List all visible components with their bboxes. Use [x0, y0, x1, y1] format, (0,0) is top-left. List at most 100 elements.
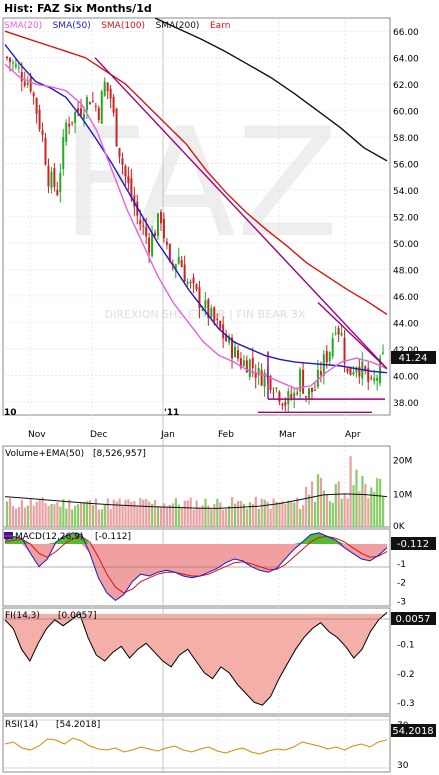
candle-body: [352, 372, 355, 375]
sma50-line: [4, 44, 388, 374]
volume-bar: [352, 485, 355, 527]
candle-body: [94, 105, 97, 107]
volume-bar: [364, 483, 367, 527]
price-tick-label: 62.00: [393, 81, 419, 91]
trend-lines: [94, 57, 388, 414]
legend-item-1: SMA(50): [53, 21, 91, 31]
candle-body: [32, 92, 35, 97]
x-tick-label: Mar: [279, 430, 296, 440]
volume-bar: [328, 501, 331, 527]
volume-bar: [198, 507, 201, 527]
volume-bar: [213, 503, 216, 527]
candle-body: [130, 178, 133, 198]
price-tick-label: 54.00: [393, 187, 419, 197]
macd-tick-label: -1: [397, 560, 406, 570]
legend-item-3: SMA(200): [156, 21, 200, 31]
volume-bar: [331, 503, 334, 527]
candle-body: [213, 307, 216, 322]
volume-bar: [287, 500, 290, 527]
candle-body: [313, 389, 316, 391]
candle-body: [68, 123, 71, 127]
volume-bar: [207, 505, 210, 527]
fi-label: FI(14,3): [5, 611, 40, 621]
rsi-label: RSI(14): [5, 720, 38, 730]
volume-bar: [355, 469, 358, 527]
rsi-tick-label: 30: [397, 761, 409, 771]
volume-bar: [14, 508, 18, 527]
candle-body: [245, 360, 248, 373]
volume-tick-label: 20M: [393, 457, 412, 467]
candle-body: [35, 97, 38, 114]
sma100-line: [4, 30, 388, 315]
volume-bar: [29, 499, 32, 527]
volume-bar: [210, 509, 213, 527]
volume-bar: [231, 497, 234, 527]
volume-bar: [349, 456, 352, 527]
volume-bars: [6, 456, 385, 527]
volume-bar: [162, 503, 166, 527]
candle-body: [14, 64, 17, 67]
volume-bar: [319, 477, 323, 527]
volume-bar: [302, 505, 305, 527]
volume-bar: [251, 503, 254, 527]
volume-bar: [242, 503, 246, 527]
price-tick-label: 50.00: [393, 240, 419, 250]
macd-value: [-0.112]: [95, 532, 131, 542]
candle-body: [80, 108, 83, 116]
candle-body: [71, 121, 74, 123]
volume-bar: [17, 507, 21, 527]
candle-body: [159, 211, 162, 224]
volume-bar: [68, 499, 71, 527]
candle-body: [198, 287, 201, 309]
candle-body: [239, 358, 242, 368]
volume-bar: [103, 504, 106, 527]
x-tick-label: Apr: [345, 430, 361, 440]
volume-bar: [11, 506, 15, 527]
candle-body: [302, 369, 305, 394]
candle-body: [186, 281, 189, 285]
volume-bar: [257, 508, 260, 527]
candle-body: [38, 109, 41, 130]
fi-header: FI(14,3) [0.0057]: [5, 611, 97, 621]
volume-bar: [23, 507, 26, 527]
x-tick-label: 10: [4, 408, 17, 418]
candle-body: [97, 107, 100, 120]
price-tick-label: 64.00: [393, 55, 419, 65]
candle-body: [47, 165, 50, 187]
price-current-label: 41.24: [399, 353, 428, 364]
candle-body: [100, 91, 103, 124]
volume-bar: [195, 500, 198, 527]
candle-body: [275, 387, 278, 389]
volume-tick-label: 10M: [393, 490, 412, 500]
volume-bar: [228, 505, 231, 527]
volume-bar: [239, 500, 243, 527]
volume-bar: [157, 506, 160, 527]
candle-body: [189, 281, 192, 283]
volume-bar: [192, 509, 195, 527]
volume-bar: [245, 508, 249, 527]
candle-body: [29, 77, 32, 92]
volume-bar: [299, 509, 302, 527]
candle-body: [44, 137, 47, 165]
candle-body: [207, 299, 210, 319]
volume-bar: [180, 507, 183, 527]
volume-bar: [168, 505, 172, 527]
candle-body: [195, 284, 198, 290]
macd-signal-line: [4, 535, 388, 594]
volume-bar: [316, 473, 320, 527]
macd-tick-label: -2: [397, 579, 406, 589]
volume-bar: [35, 501, 38, 527]
macd-histogram-negative: [5, 544, 387, 601]
candle-body: [340, 332, 343, 336]
legend-item-0: SMA(20): [4, 21, 42, 31]
volume-bar: [59, 506, 62, 527]
candle-body: [148, 237, 151, 253]
volume-bar: [85, 501, 89, 527]
candle-body: [118, 148, 121, 157]
volume-bar: [204, 498, 207, 527]
volume-bar: [26, 505, 29, 527]
volume-bar: [94, 498, 98, 527]
candle-body: [325, 351, 328, 363]
candle-body: [305, 395, 308, 398]
